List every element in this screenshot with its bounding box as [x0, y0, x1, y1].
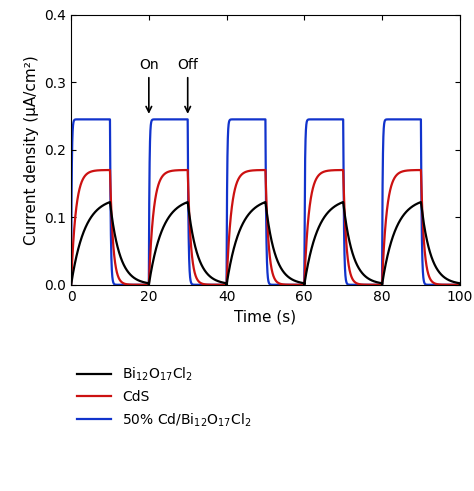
Y-axis label: Current density (μA/cm²): Current density (μA/cm²): [24, 55, 39, 245]
Text: Off: Off: [177, 58, 198, 112]
X-axis label: Time (s): Time (s): [234, 309, 297, 324]
Legend: Bi$_{12}$O$_{17}$Cl$_2$, CdS, 50% Cd/Bi$_{12}$O$_{17}$Cl$_2$: Bi$_{12}$O$_{17}$Cl$_2$, CdS, 50% Cd/Bi$…: [71, 360, 257, 434]
Text: On: On: [139, 58, 159, 112]
